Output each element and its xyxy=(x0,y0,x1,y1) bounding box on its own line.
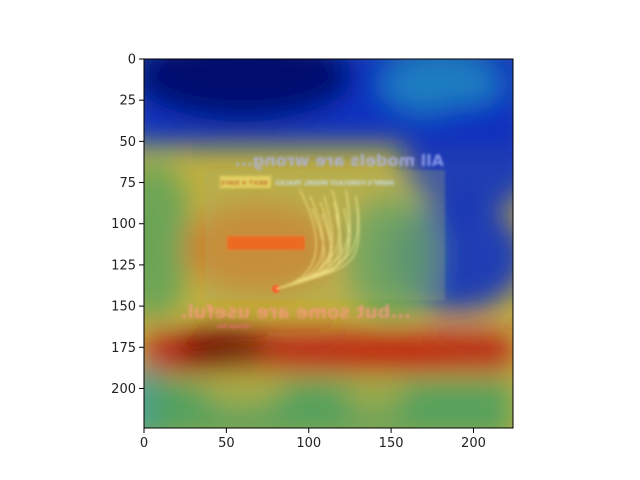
embedded-badge-box xyxy=(220,176,271,188)
y-tick-label: 200 xyxy=(111,382,136,397)
cyan-top-right xyxy=(380,59,501,114)
heatmap-plot-area: All models are wrong... ...but some are … xyxy=(144,59,513,428)
y-tick-label: 75 xyxy=(119,176,136,191)
y-tick-label: 175 xyxy=(111,341,136,356)
y-tick-label: 150 xyxy=(111,300,136,315)
embedded-image-panel xyxy=(205,170,445,300)
x-axis: 0 50 100 150 200 xyxy=(140,428,486,451)
hot-peak xyxy=(178,330,269,367)
x-tick-label: 0 xyxy=(140,436,148,451)
y-tick-label: 100 xyxy=(111,217,136,232)
x-tick-label: 200 xyxy=(461,436,486,451)
embedded-headline-bottom: ...but some are useful. xyxy=(181,302,411,323)
x-tick-label: 150 xyxy=(379,436,404,451)
embedded-info-box xyxy=(227,236,305,250)
yellow-bottom-right xyxy=(344,378,405,415)
embedded-badge: NEXT 4 DAYS xyxy=(220,179,268,187)
model-tracks xyxy=(275,189,360,290)
embedded-panel-title: HWRF'S FORECAST MODEL TRACKS xyxy=(275,180,394,187)
bottom-band xyxy=(144,380,513,428)
y-axis: 0 25 50 75 100 125 150 175 200 xyxy=(111,53,144,397)
y-tick-label: 50 xyxy=(119,135,136,150)
y-tick-label: 125 xyxy=(111,258,136,273)
hot-right xyxy=(331,338,452,367)
y-tick-label: 25 xyxy=(119,94,136,109)
axes-frame xyxy=(143,58,514,429)
embedded-attribution: - George Box xyxy=(216,324,253,330)
model-track xyxy=(275,207,360,290)
embedded-image: All models are wrong... ...but some are … xyxy=(181,151,445,330)
y-tick-label: 0 xyxy=(128,53,136,68)
green-left xyxy=(144,160,193,321)
cold-core xyxy=(144,59,353,121)
yellow-bottom xyxy=(202,368,283,409)
embedded-headline-top: All models are wrong... xyxy=(235,151,444,170)
x-tick-label: 50 xyxy=(218,436,235,451)
x-tick-label: 100 xyxy=(296,436,321,451)
